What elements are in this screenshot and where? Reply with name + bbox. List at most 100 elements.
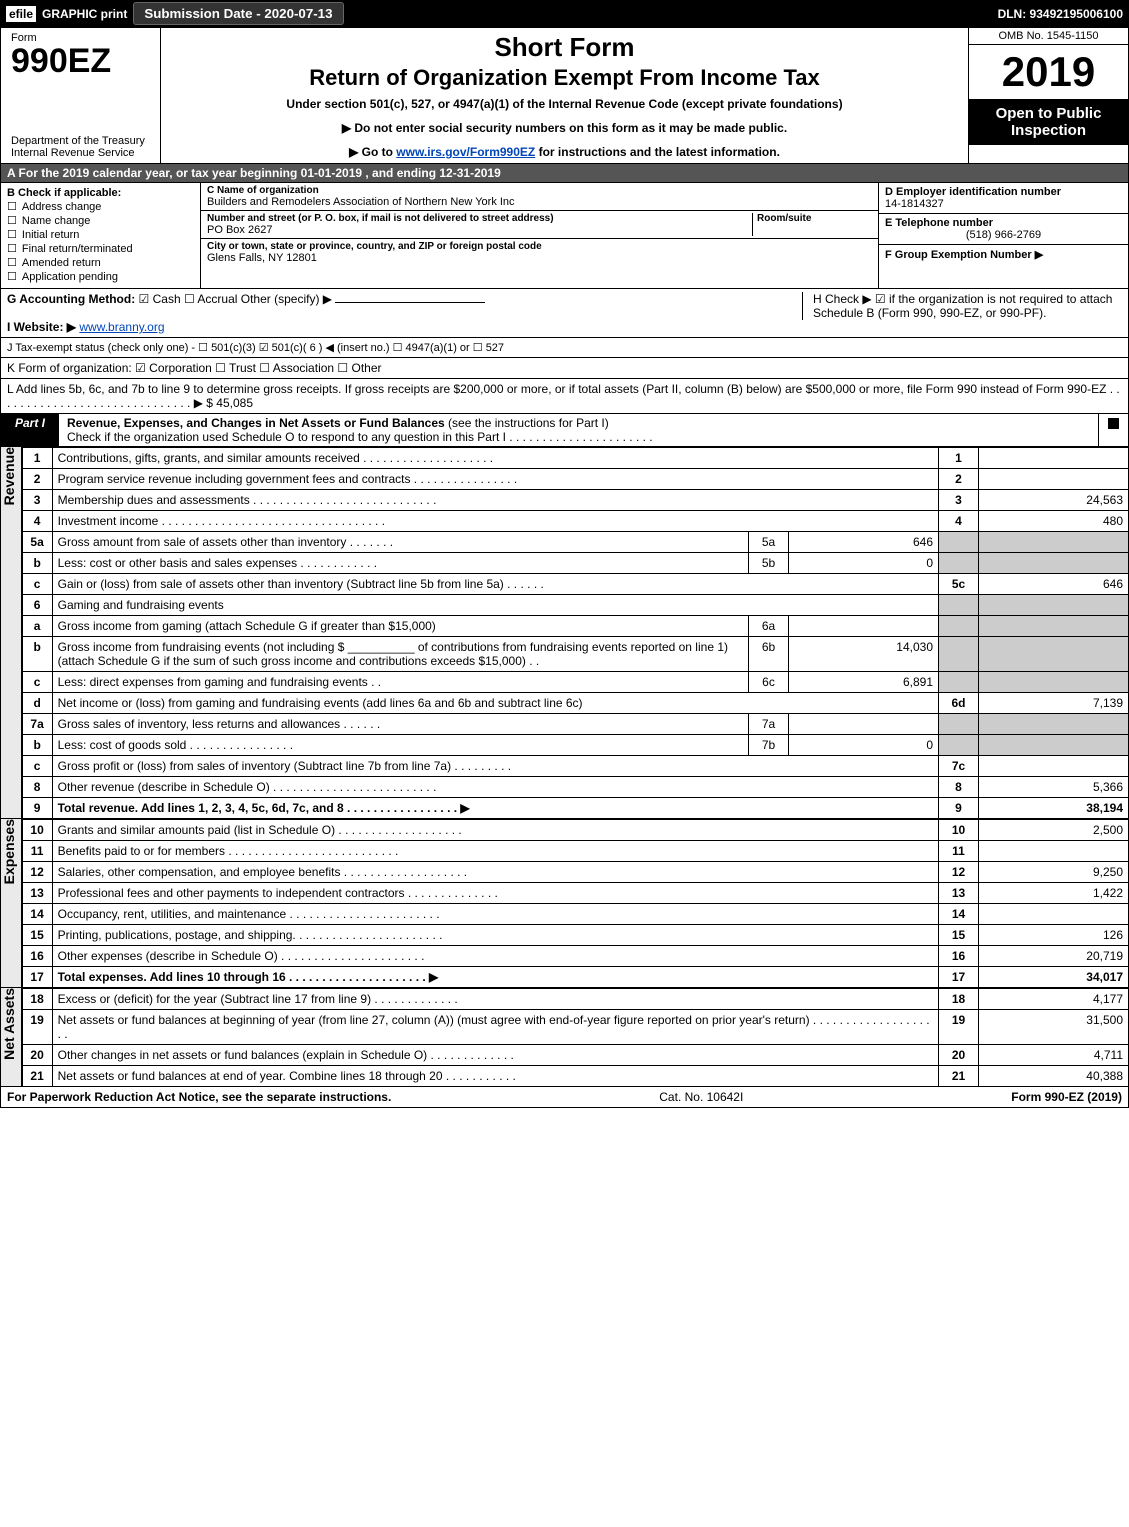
cellnum: 7b [749, 735, 789, 756]
part-i-checkline: Check if the organization used Schedule … [67, 430, 653, 444]
row-l-text: L Add lines 5b, 6c, and 7b to line 9 to … [7, 382, 1120, 410]
cellnum: 1 [939, 448, 979, 469]
line-5a-text: Gross amount from sale of assets other t… [52, 532, 748, 553]
rownum: d [22, 693, 52, 714]
line-2-text: Program service revenue including govern… [52, 469, 938, 490]
line-8-value: 5,366 [979, 777, 1129, 798]
rownum: 17 [22, 967, 52, 988]
cellnum: 21 [939, 1066, 979, 1087]
check-application-pending[interactable]: Application pending [7, 270, 194, 283]
top-toolbar: efile GRAPHIC print Submission Date - 20… [0, 0, 1129, 27]
line-16-value: 20,719 [979, 946, 1129, 967]
check-amended-return[interactable]: Amended return [7, 256, 194, 269]
section-b-title: B Check if applicable: [7, 187, 121, 199]
part-i-header: Part I Revenue, Expenses, and Changes in… [0, 414, 1129, 447]
line-12-value: 9,250 [979, 862, 1129, 883]
cellnum: 8 [939, 777, 979, 798]
row-j-tax-exempt[interactable]: J Tax-exempt status (check only one) - ☐… [0, 338, 1129, 358]
irs-label: Internal Revenue Service [11, 147, 135, 159]
line-20-value: 4,711 [979, 1045, 1129, 1066]
accounting-method-label: G Accounting Method: [7, 292, 135, 306]
rownum: 20 [22, 1045, 52, 1066]
note-no-ssn: ▶ Do not enter social security numbers o… [171, 121, 958, 135]
row-g-h: G Accounting Method: ☑ Cash ☐ Accrual Ot… [0, 289, 1129, 338]
part-i-subtitle: (see the instructions for Part I) [448, 416, 609, 430]
line-13-text: Professional fees and other payments to … [52, 883, 938, 904]
website-link[interactable]: www.branny.org [79, 320, 164, 334]
d-ein-value: 14-1814327 [885, 198, 944, 210]
part-i-schedule-o-check[interactable] [1108, 418, 1119, 429]
rownum: 5a [22, 532, 52, 553]
short-form-title: Short Form [171, 32, 958, 63]
part-i-title: Revenue, Expenses, and Changes in Net As… [67, 416, 445, 430]
cellnum: 11 [939, 841, 979, 862]
rownum: 10 [22, 820, 52, 841]
cellnum: 7c [939, 756, 979, 777]
footer-form-ref: Form 990-EZ (2019) [1011, 1090, 1122, 1104]
line-11-text: Benefits paid to or for members . . . . … [52, 841, 938, 862]
check-initial-return[interactable]: Initial return [7, 228, 194, 241]
cellnum: 5c [939, 574, 979, 595]
cellnum: 6d [939, 693, 979, 714]
expenses-table: 10Grants and similar amounts paid (list … [22, 819, 1129, 988]
submission-date-button[interactable]: Submission Date - 2020-07-13 [133, 2, 343, 25]
org-name: Builders and Remodelers Association of N… [207, 196, 872, 208]
line-7a-value [789, 714, 939, 735]
footer-catalog: Cat. No. 10642I [659, 1090, 743, 1104]
dept-treasury: Department of the Treasury [11, 135, 145, 147]
accounting-method-opts[interactable]: ☑ Cash ☐ Accrual Other (specify) ▶ [139, 292, 332, 306]
greycell [939, 532, 979, 553]
line-6-text: Gaming and fundraising events [52, 595, 938, 616]
row-l-value: $ 45,085 [206, 396, 253, 410]
section-b-checkboxes: B Check if applicable: Address change Na… [1, 183, 201, 288]
line-5a-value: 646 [789, 532, 939, 553]
line-6c-text: Less: direct expenses from gaming and fu… [52, 672, 748, 693]
street-label: Number and street (or P. O. box, if mail… [207, 213, 752, 224]
city-label: City or town, state or province, country… [207, 241, 872, 252]
accounting-other-input[interactable] [335, 302, 485, 303]
check-final-return[interactable]: Final return/terminated [7, 242, 194, 255]
line-5c-text: Gain or (loss) from sale of assets other… [52, 574, 938, 595]
rownum: 8 [22, 777, 52, 798]
goto-suffix: for instructions and the latest informat… [535, 145, 780, 159]
rownum: b [22, 637, 52, 672]
cellnum: 5a [749, 532, 789, 553]
rownum: 14 [22, 904, 52, 925]
cellnum: 19 [939, 1010, 979, 1045]
irs-form-link[interactable]: www.irs.gov/Form990EZ [396, 145, 535, 159]
part-i-tag: Part I [1, 414, 59, 446]
cellnum: 15 [939, 925, 979, 946]
rownum: 3 [22, 490, 52, 511]
cellnum: 6b [749, 637, 789, 672]
check-address-change[interactable]: Address change [7, 200, 194, 213]
rownum: 11 [22, 841, 52, 862]
rownum: 13 [22, 883, 52, 904]
check-name-change[interactable]: Name change [7, 214, 194, 227]
line-21-text: Net assets or fund balances at end of ye… [52, 1066, 938, 1087]
line-19-value: 31,500 [979, 1010, 1129, 1045]
cellnum: 20 [939, 1045, 979, 1066]
rownum: 16 [22, 946, 52, 967]
rownum: c [22, 574, 52, 595]
line-16-text: Other expenses (describe in Schedule O) … [52, 946, 938, 967]
line-20-text: Other changes in net assets or fund bala… [52, 1045, 938, 1066]
line-13-value: 1,422 [979, 883, 1129, 904]
rownum: b [22, 735, 52, 756]
goto-prefix: ▶ Go to [349, 145, 396, 159]
line-17-value: 34,017 [979, 967, 1129, 988]
line-17-text: Total expenses. Add lines 10 through 16 … [52, 967, 938, 988]
expenses-tab: Expenses [0, 819, 22, 988]
cellnum: 6c [749, 672, 789, 693]
cellnum: 6a [749, 616, 789, 637]
line-2-value [979, 469, 1129, 490]
row-k-form-org[interactable]: K Form of organization: ☑ Corporation ☐ … [0, 358, 1129, 379]
cellnum: 2 [939, 469, 979, 490]
line-6a-value [789, 616, 939, 637]
tax-year: 2019 [969, 45, 1128, 99]
cellnum: 10 [939, 820, 979, 841]
cellnum: 9 [939, 798, 979, 819]
line-1-value [979, 448, 1129, 469]
rownum: 2 [22, 469, 52, 490]
line-6d-text: Net income or (loss) from gaming and fun… [52, 693, 938, 714]
line-14-text: Occupancy, rent, utilities, and maintena… [52, 904, 938, 925]
